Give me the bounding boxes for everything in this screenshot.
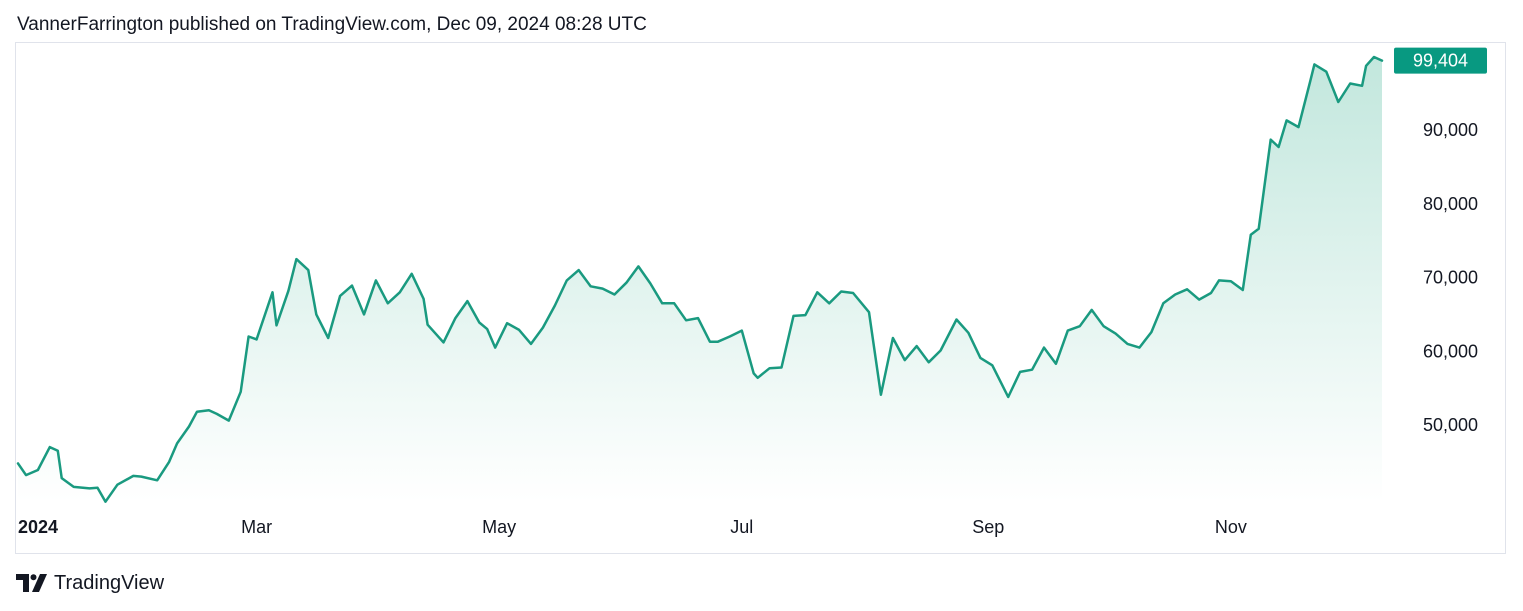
y-tick-label: 80,000 bbox=[1423, 194, 1478, 214]
price-line bbox=[16, 55, 1384, 503]
x-tick-label: 2024 bbox=[18, 517, 58, 537]
x-tick-label: Sep bbox=[972, 517, 1004, 537]
y-tick-label: 60,000 bbox=[1423, 341, 1478, 361]
y-tick-label: 50,000 bbox=[1423, 415, 1478, 435]
price-area-fill bbox=[18, 57, 1382, 502]
x-tick-label: Mar bbox=[241, 517, 272, 537]
price-chart[interactable]: 50,000 60,000 70,000 80,000 90,000 2024 Mar Ma… bbox=[16, 43, 1505, 553]
x-tick-label: May bbox=[482, 517, 516, 537]
footer-brand[interactable]: TradingView bbox=[16, 571, 164, 595]
last-price-tag-background bbox=[1394, 47, 1487, 74]
y-tick-label: 70,000 bbox=[1423, 268, 1478, 288]
x-tick-label: Jul bbox=[730, 517, 753, 537]
x-tick-label: Nov bbox=[1215, 517, 1247, 537]
last-price-label: 99,404 bbox=[1413, 51, 1468, 71]
x-axis: 2024 Mar May Jul Sep Nov bbox=[18, 517, 1247, 537]
tradingview-logo-icon bbox=[16, 574, 47, 592]
y-axis: 50,000 60,000 70,000 80,000 90,000 bbox=[1423, 120, 1478, 435]
footer-brand-label: TradingView bbox=[54, 571, 165, 594]
attribution-header: VannerFarrington published on TradingVie… bbox=[17, 14, 647, 35]
chart-panel[interactable]: 50,000 60,000 70,000 80,000 90,000 2024 Mar Ma… bbox=[15, 42, 1506, 554]
last-price-tag: 99,404 bbox=[1394, 47, 1487, 74]
y-tick-label: 90,000 bbox=[1423, 120, 1478, 140]
